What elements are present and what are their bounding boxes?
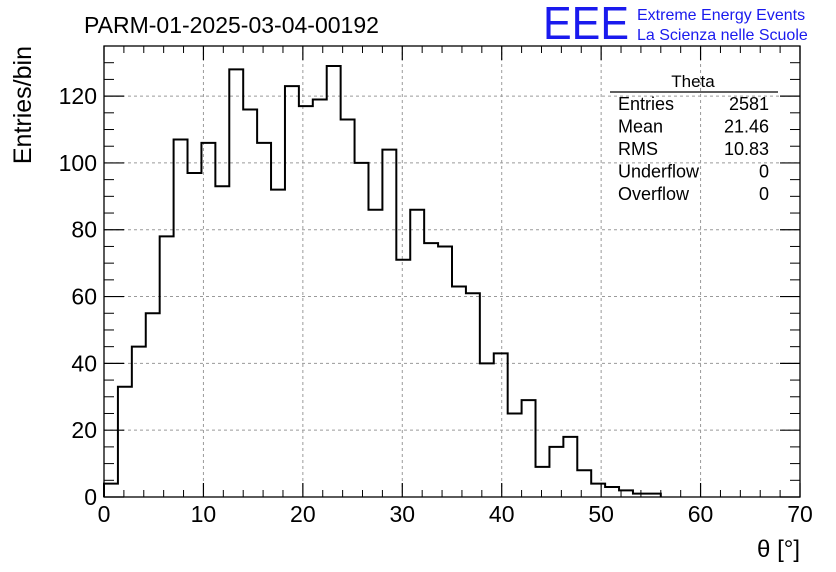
- y-tick-label: 100: [59, 150, 97, 176]
- stats-row-label: Underflow: [618, 162, 700, 182]
- x-tick-label: 60: [688, 501, 714, 527]
- stats-row-label: Overflow: [618, 184, 690, 204]
- x-tick-label: 40: [489, 501, 515, 527]
- eee-logo: EEE: [543, 0, 629, 49]
- stats-row-label: Mean: [618, 117, 663, 137]
- histogram-bin: [424, 243, 438, 497]
- histogram-bin: [605, 487, 619, 497]
- stats-row-value: 0: [759, 184, 769, 204]
- histogram-bin: [174, 140, 188, 497]
- project-name: Extreme Energy Events: [637, 7, 805, 24]
- histogram-bin: [104, 484, 118, 497]
- x-tick-label: 50: [588, 501, 614, 527]
- histogram-bin: [160, 236, 174, 497]
- histogram-bars: [103, 65, 662, 497]
- histogram-bin: [313, 99, 327, 497]
- histogram-bin: [341, 119, 355, 497]
- y-tick-label: 20: [71, 417, 97, 443]
- stats-row-value: 10.83: [724, 139, 769, 159]
- histogram-bin: [118, 387, 132, 497]
- chart-title: PARM-01-2025-03-04-00192: [84, 12, 379, 38]
- plot-frame: [103, 45, 801, 498]
- histogram-bin: [508, 413, 522, 497]
- histogram-bin: [355, 163, 369, 497]
- histogram-bin: [188, 173, 202, 497]
- histogram-bin: [549, 447, 563, 497]
- y-tick-label: 0: [84, 484, 97, 510]
- stats-row-label: RMS: [618, 139, 658, 159]
- histogram-outline: [103, 65, 662, 497]
- histogram-bin: [577, 470, 591, 497]
- histogram-bin: [396, 260, 410, 497]
- x-tick-label: 0: [98, 501, 111, 527]
- stats-row-value: 21.46: [724, 117, 769, 137]
- y-tick-label: 120: [59, 83, 97, 109]
- histogram-bin: [368, 210, 382, 497]
- histogram-bin: [327, 66, 341, 497]
- histogram-bin: [215, 186, 229, 497]
- histogram-bin: [271, 190, 285, 497]
- stats-title: Theta: [671, 72, 715, 91]
- histogram-bin: [257, 143, 271, 497]
- y-tick-label: 80: [71, 217, 97, 243]
- histogram-bin: [410, 210, 424, 497]
- x-tick-label: 20: [290, 501, 316, 527]
- histogram-bin: [146, 313, 160, 497]
- histogram-bin: [229, 69, 243, 497]
- y-tick-label: 40: [71, 350, 97, 376]
- histogram-bin: [285, 86, 299, 497]
- histogram-bin: [132, 347, 146, 497]
- histogram-bin: [480, 363, 494, 497]
- histogram-bin: [522, 400, 536, 497]
- histogram-bin: [591, 484, 605, 497]
- stats-box: Theta Entries 2581 Mean 21.46 RMS 10.83 Underf…: [610, 72, 778, 204]
- axis-ticks: 0 10 20 30 40 50 60 70 0 20 40 60 80 100 120: [59, 45, 813, 527]
- grid-lines: [104, 46, 800, 497]
- stats-row-value: 0: [759, 162, 769, 182]
- stats-row-label: Entries: [618, 94, 674, 114]
- x-axis-label: θ [°]: [757, 536, 800, 563]
- histogram-bin: [382, 150, 396, 497]
- histogram-bin: [299, 106, 313, 497]
- x-tick-label: 30: [389, 501, 415, 527]
- histogram-bin: [452, 287, 466, 497]
- histogram-bin: [466, 293, 480, 497]
- x-tick-label: 70: [787, 501, 813, 527]
- histogram-bin: [536, 467, 550, 497]
- histogram-bin: [243, 109, 257, 497]
- stats-row-value: 2581: [729, 94, 769, 114]
- y-tick-label: 60: [71, 284, 97, 310]
- histogram-bin: [494, 353, 508, 497]
- histogram-bin: [563, 437, 577, 497]
- project-subtitle: La Scienza nelle Scuole: [637, 27, 808, 44]
- y-axis-label: Entries/bin: [9, 46, 37, 164]
- x-tick-label: 10: [191, 501, 217, 527]
- histogram-bin: [438, 246, 452, 497]
